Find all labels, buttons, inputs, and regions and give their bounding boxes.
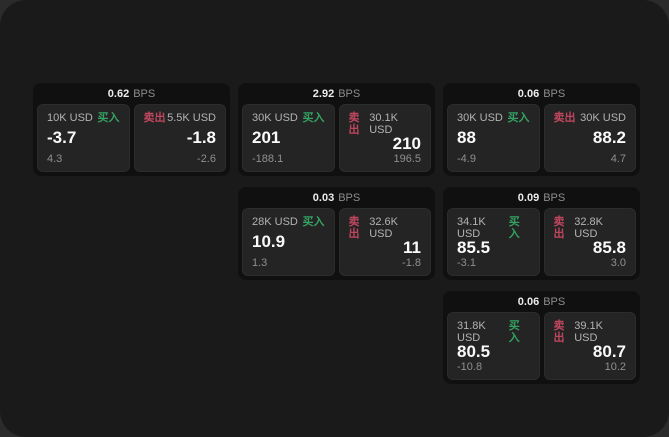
sell-price: 80.7 [592,341,626,361]
sell-side-label: 卖出 [143,112,166,124]
buy-size: 28K USD [252,216,298,228]
buy-side-label: 买入 [97,112,120,124]
spread-header: 0.62 BPS [33,83,230,104]
buy-change: -10.8 [457,361,483,373]
spread-header: 0.09 BPS [443,187,640,208]
buy-size: 30K USD [457,112,503,124]
sell-quote-button[interactable]: 卖出 5.5K USD -1.8 -2.6 [133,104,226,172]
buy-quote-button[interactable]: 28K USD 买入 10.9 1.3 [242,208,335,276]
sell-price: 11 [403,237,421,257]
sell-size: 32.6K USD [369,216,398,240]
buy-size: 31.8K USD [457,320,486,344]
spread-value: 0.62 [107,87,130,100]
bps-unit-label: BPS [543,87,566,100]
sell-size: 5.5K USD [167,112,216,124]
bps-unit-label: BPS [338,191,361,204]
buy-quote-button[interactable]: 34.1K USD 买入 85.5 -3.1 [447,208,540,276]
sell-side-label: 卖出 [553,112,576,124]
buy-price: 85.5 [457,237,491,257]
sell-change: 4.7 [610,153,626,165]
quote-card: 0.09 BPS 34.1K USD 买入 85.5 -3.1 卖出 32.8K… [443,187,640,280]
spread-value: 0.06 [517,295,540,308]
buy-change: 4.3 [47,153,63,165]
buy-side-label: 买入 [508,216,520,240]
sell-price: 210 [392,133,421,153]
bps-unit-label: BPS [133,87,156,100]
sell-change: 3.0 [610,257,626,269]
spread-value: 0.09 [517,191,540,204]
quote-panels: 31.8K USD 买入 80.5 -10.8 卖出 39.1K USD 80.… [443,312,640,384]
sell-side-label: 卖出 [553,320,565,344]
buy-price: 80.5 [457,341,491,361]
spread-value: 2.92 [312,87,335,100]
sell-price: 88.2 [592,127,626,147]
sell-price: -1.8 [186,127,216,147]
buy-change: -188.1 [252,153,284,165]
quote-panels: 30K USD 买入 88 -4.9 卖出 30K USD 88.2 4.7 [443,104,640,176]
spread-value: 0.03 [312,191,335,204]
sell-quote-button[interactable]: 卖出 32.6K USD 11 -1.8 [338,208,431,276]
quote-card: 0.06 BPS 31.8K USD 买入 80.5 -10.8 卖出 39.1… [443,291,640,384]
buy-price: 10.9 [252,231,286,251]
sell-size: 30.1K USD [369,112,398,136]
spread-header: 0.06 BPS [443,83,640,104]
buy-quote-button[interactable]: 30K USD 买入 201 -188.1 [242,104,335,172]
quote-panels: 30K USD 买入 201 -188.1 卖出 30.1K USD 210 1… [238,104,435,176]
buy-change: -3.1 [457,257,476,269]
quote-card: 0.06 BPS 30K USD 买入 88 -4.9 卖出 30K USD 8… [443,83,640,176]
buy-change: -4.9 [457,153,476,165]
bps-unit-label: BPS [543,191,566,204]
sell-side-label: 卖出 [348,112,360,136]
sell-change: 10.2 [604,361,626,373]
sell-price: 85.8 [592,237,626,257]
sell-size: 30K USD [580,112,626,124]
sell-change: 196.5 [393,153,421,165]
quote-card: 0.03 BPS 28K USD 买入 10.9 1.3 卖出 32.6K US… [238,187,435,280]
buy-side-label: 买入 [507,112,530,124]
sell-quote-button[interactable]: 卖出 32.8K USD 85.8 3.0 [543,208,636,276]
buy-side-label: 买入 [508,320,520,344]
sell-size: 39.1K USD [574,320,603,344]
quote-card: 2.92 BPS 30K USD 买入 201 -188.1 卖出 30.1K … [238,83,435,176]
buy-price: 88 [457,127,476,147]
sell-size: 32.8K USD [574,216,603,240]
bps-unit-label: BPS [338,87,361,100]
sell-change: -1.8 [402,257,421,269]
sell-quote-button[interactable]: 卖出 30K USD 88.2 4.7 [543,104,636,172]
buy-quote-button[interactable]: 10K USD 买入 -3.7 4.3 [37,104,130,172]
buy-side-label: 买入 [302,112,325,124]
buy-quote-button[interactable]: 30K USD 买入 88 -4.9 [447,104,540,172]
buy-quote-button[interactable]: 31.8K USD 买入 80.5 -10.8 [447,312,540,380]
buy-size: 34.1K USD [457,216,486,240]
sell-quote-button[interactable]: 卖出 39.1K USD 80.7 10.2 [543,312,636,380]
sell-quote-button[interactable]: 卖出 30.1K USD 210 196.5 [338,104,431,172]
buy-price: -3.7 [47,127,77,147]
sell-side-label: 卖出 [348,216,360,240]
quote-panels: 28K USD 买入 10.9 1.3 卖出 32.6K USD 11 -1.8 [238,208,435,280]
sell-side-label: 卖出 [553,216,565,240]
buy-size: 10K USD [47,112,93,124]
spread-header: 0.03 BPS [238,187,435,208]
sell-change: -2.6 [197,153,216,165]
buy-price: 201 [252,127,281,147]
bps-unit-label: BPS [543,295,566,308]
spread-value: 0.06 [517,87,540,100]
buy-side-label: 买入 [302,216,325,228]
spread-header: 2.92 BPS [238,83,435,104]
spread-header: 0.06 BPS [443,291,640,312]
quote-panels: 34.1K USD 买入 85.5 -3.1 卖出 32.8K USD 85.8… [443,208,640,280]
buy-size: 30K USD [252,112,298,124]
buy-change: 1.3 [252,257,268,269]
quote-panels: 10K USD 买入 -3.7 4.3 卖出 5.5K USD -1.8 -2.… [33,104,230,176]
quote-card: 0.62 BPS 10K USD 买入 -3.7 4.3 卖出 5.5K USD… [33,83,230,176]
